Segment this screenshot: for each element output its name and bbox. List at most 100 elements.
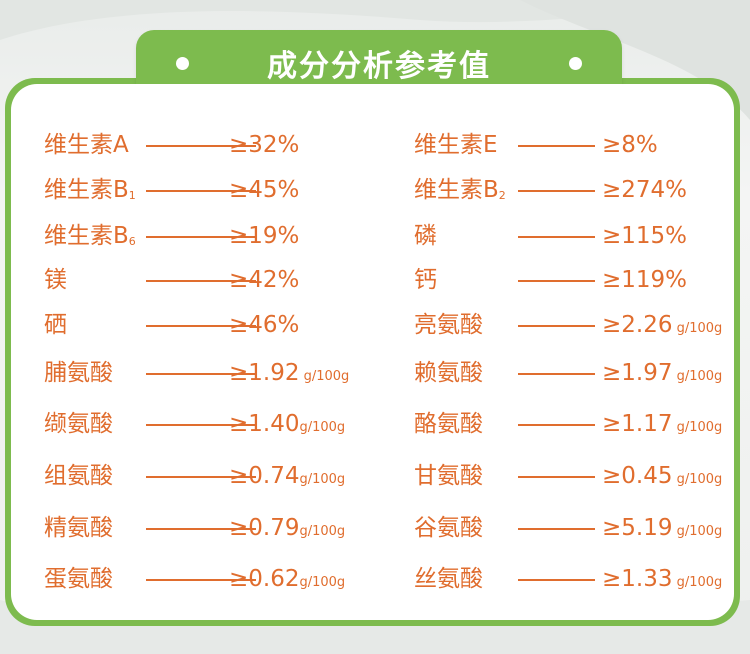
nutrient-value: ≥0.45 g/100g <box>602 461 722 495</box>
nutrient-value: ≥1.17 g/100g <box>602 409 722 443</box>
page-title: 成分分析参考值 <box>267 49 491 84</box>
nutrient-name-text: 脯氨酸 <box>44 360 113 386</box>
nutrient-value: ≥46% <box>229 310 299 340</box>
nutrient-unit: g/100g <box>672 524 723 539</box>
leader-line <box>518 190 595 192</box>
nutrient-unit: g/100g <box>299 369 350 384</box>
nutrient-value-text: ≥1.33 <box>602 566 673 592</box>
nutrient-name-text: 维生素B <box>44 223 129 249</box>
nutrient-value-text: ≥1.92 <box>229 360 300 386</box>
nutrient-value: ≥1.97 g/100g <box>602 358 722 392</box>
nutrient-name: 钙 <box>414 265 437 295</box>
nutrient-name: 丝氨酸 <box>414 564 483 594</box>
nutrient-value-text: ≥0.74 <box>229 463 300 489</box>
nutrient-value: ≥1.40g/100g <box>229 409 345 443</box>
nutrient-name: 谷氨酸 <box>414 513 483 543</box>
nutrient-name-text: 维生素B <box>44 177 129 203</box>
nutrient-name: 甘氨酸 <box>414 461 483 491</box>
nutrient-name: 精氨酸 <box>44 513 113 543</box>
nutrient-unit: g/100g <box>299 420 346 435</box>
nutrient-value-text: ≥32% <box>229 132 300 158</box>
nutrient-name-text: 酪氨酸 <box>414 411 483 437</box>
nutrient-name-text: 丝氨酸 <box>414 566 483 592</box>
nutrient-value-text: ≥1.97 <box>602 360 673 386</box>
leader-line <box>146 528 256 530</box>
nutrient-value-text: ≥8% <box>602 132 658 158</box>
leader-line <box>146 424 256 426</box>
nutrient-unit: g/100g <box>299 524 346 539</box>
nutrient-value-text: ≥119% <box>602 267 688 293</box>
nutrient-value-text: ≥42% <box>229 267 300 293</box>
nutrient-name: 维生素B6 <box>44 221 136 255</box>
nutrient-name-text: 维生素B <box>414 177 499 203</box>
nutrient-name: 亮氨酸 <box>414 310 483 340</box>
nutrient-value: ≥0.74g/100g <box>229 461 345 495</box>
nutrient-value-text: ≥0.45 <box>602 463 673 489</box>
nutrient-value: ≥45% <box>229 175 299 205</box>
nutrient-value: ≥32% <box>229 130 299 160</box>
nutrient-value-text: ≥0.79 <box>229 515 300 541</box>
nutrient-value: ≥8% <box>602 130 658 160</box>
nutrient-value-text: ≥19% <box>229 223 300 249</box>
nutrient-name: 镁 <box>44 265 67 295</box>
nutrient-value-text: ≥46% <box>229 312 300 338</box>
nutrient-value: ≥5.19 g/100g <box>602 513 722 547</box>
nutrient-name: 酪氨酸 <box>414 409 483 439</box>
leader-line <box>518 476 595 478</box>
nutrient-value-text: ≥45% <box>229 177 300 203</box>
leader-line <box>518 145 595 147</box>
leader-line <box>518 373 595 375</box>
nutrient-name: 脯氨酸 <box>44 358 113 388</box>
leader-line <box>518 325 595 327</box>
nutrient-value: ≥274% <box>602 175 687 205</box>
nutrient-value: ≥1.33 g/100g <box>602 564 722 598</box>
leader-line <box>518 579 595 581</box>
nutrient-name: 维生素E <box>414 130 498 160</box>
nutrient-name-text: 缬氨酸 <box>44 411 113 437</box>
nutrient-name: 缬氨酸 <box>44 409 113 439</box>
nutrient-name-text: 谷氨酸 <box>414 515 483 541</box>
nutrient-name-text: 组氨酸 <box>44 463 113 489</box>
leader-line <box>146 280 256 282</box>
nutrient-value-text: ≥2.26 <box>602 312 673 338</box>
nutrient-name-text: 甘氨酸 <box>414 463 483 489</box>
nutrient-unit: g/100g <box>299 575 346 590</box>
nutrient-unit: g/100g <box>299 472 346 487</box>
nutrient-name-text: 钙 <box>414 267 437 293</box>
nutrient-value-text: ≥0.62 <box>229 566 300 592</box>
leader-line <box>146 579 256 581</box>
leader-line <box>518 528 595 530</box>
nutrient-name: 维生素A <box>44 130 129 160</box>
nutrient-value-text: ≥1.17 <box>602 411 673 437</box>
nutrient-name: 磷 <box>414 221 437 251</box>
nutrient-unit: g/100g <box>672 321 723 336</box>
nutrient-name: 硒 <box>44 310 67 340</box>
leader-line <box>146 145 256 147</box>
nutrient-name: 维生素B2 <box>414 175 506 209</box>
leader-line <box>146 373 256 375</box>
nutrient-name-text: 维生素E <box>414 132 498 158</box>
nutrient-subscript: 6 <box>128 235 136 248</box>
nutrient-value: ≥2.26 g/100g <box>602 310 722 344</box>
nutrient-value: ≥0.62g/100g <box>229 564 345 598</box>
leader-line <box>146 325 256 327</box>
leader-line <box>146 476 256 478</box>
nutrient-name: 组氨酸 <box>44 461 113 491</box>
nutrient-name-text: 赖氨酸 <box>414 360 483 386</box>
leader-line <box>518 236 595 238</box>
nutrient-name-text: 磷 <box>414 223 437 249</box>
nutrient-unit: g/100g <box>672 472 723 487</box>
nutrient-value-text: ≥274% <box>602 177 688 203</box>
nutrient-name-text: 亮氨酸 <box>414 312 483 338</box>
nutrient-value: ≥115% <box>602 221 687 251</box>
nutrient-value-text: ≥115% <box>602 223 688 249</box>
title-tab: 成分分析参考值 <box>136 30 622 94</box>
nutrient-subscript: 1 <box>128 189 136 202</box>
leader-line <box>146 236 256 238</box>
nutrient-name-text: 硒 <box>44 312 67 338</box>
nutrient-value-text: ≥1.40 <box>229 411 300 437</box>
nutrient-unit: g/100g <box>672 369 723 384</box>
nutrient-card: 维生素A ≥32% 维生素B1 ≥45% 维生素B6 ≥19% 镁 ≥42% 硒 ≥46% 脯氨酸 ≥… <box>11 84 734 620</box>
leader-line <box>518 424 595 426</box>
